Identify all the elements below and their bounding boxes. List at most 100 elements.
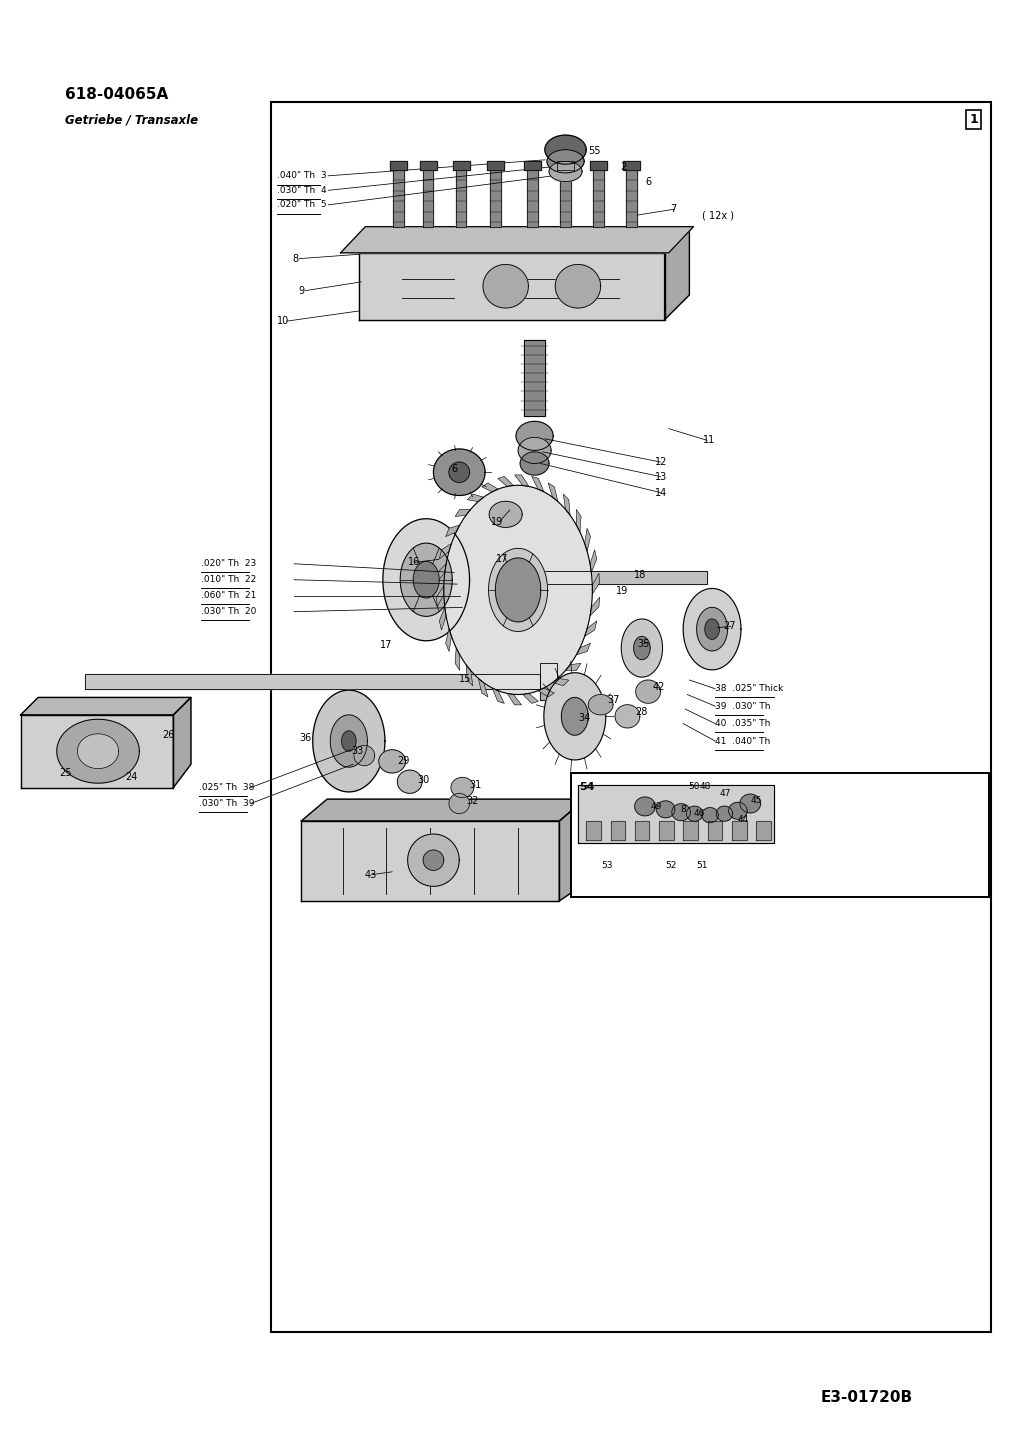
- Polygon shape: [379, 750, 406, 773]
- Polygon shape: [635, 798, 655, 815]
- Polygon shape: [446, 629, 452, 651]
- Text: 11: 11: [703, 436, 715, 445]
- Polygon shape: [584, 529, 590, 551]
- Polygon shape: [523, 693, 539, 703]
- Text: .020" Th  5: .020" Th 5: [277, 201, 326, 209]
- Polygon shape: [705, 619, 719, 639]
- Polygon shape: [440, 543, 452, 559]
- Polygon shape: [560, 166, 571, 227]
- Text: 45: 45: [750, 796, 762, 805]
- Polygon shape: [77, 734, 119, 769]
- Text: 32: 32: [466, 796, 479, 805]
- Polygon shape: [354, 745, 375, 766]
- Text: 30: 30: [417, 776, 429, 785]
- Text: 24: 24: [125, 773, 137, 782]
- Polygon shape: [455, 648, 460, 670]
- Polygon shape: [538, 687, 554, 697]
- Text: 34: 34: [578, 713, 590, 722]
- Text: 37: 37: [607, 696, 619, 705]
- Polygon shape: [611, 821, 625, 840]
- Polygon shape: [683, 821, 698, 840]
- Polygon shape: [527, 166, 538, 227]
- Text: 51: 51: [697, 862, 708, 870]
- Polygon shape: [85, 674, 540, 689]
- Text: 19: 19: [491, 517, 504, 526]
- Polygon shape: [466, 664, 473, 686]
- Text: .030" Th  4: .030" Th 4: [277, 186, 326, 195]
- Text: 36: 36: [299, 734, 312, 742]
- Text: .030" Th  39: .030" Th 39: [199, 799, 255, 808]
- Polygon shape: [492, 687, 505, 703]
- Polygon shape: [548, 482, 558, 501]
- Text: 49: 49: [650, 802, 662, 811]
- Polygon shape: [549, 161, 582, 182]
- Polygon shape: [635, 821, 649, 840]
- Text: 27: 27: [723, 622, 736, 631]
- Text: 8: 8: [680, 805, 686, 814]
- Text: 31: 31: [470, 780, 482, 789]
- Polygon shape: [423, 166, 433, 227]
- Polygon shape: [659, 821, 674, 840]
- Text: 7: 7: [670, 205, 676, 214]
- Polygon shape: [420, 161, 437, 170]
- Polygon shape: [455, 510, 471, 517]
- Polygon shape: [593, 166, 604, 227]
- Text: 39  .030" Th: 39 .030" Th: [715, 702, 771, 711]
- Polygon shape: [557, 161, 574, 170]
- Text: 2: 2: [620, 163, 626, 171]
- Polygon shape: [400, 543, 452, 616]
- Polygon shape: [173, 697, 191, 788]
- Text: 15: 15: [459, 674, 472, 683]
- Text: .010" Th  22: .010" Th 22: [201, 575, 257, 584]
- Polygon shape: [683, 588, 741, 670]
- Text: 1: 1: [970, 113, 978, 126]
- Text: .020" Th  23: .020" Th 23: [201, 559, 257, 568]
- Polygon shape: [488, 548, 548, 632]
- Polygon shape: [21, 715, 173, 788]
- Text: .060" Th  21: .060" Th 21: [201, 591, 257, 600]
- Polygon shape: [342, 731, 356, 751]
- Polygon shape: [21, 697, 191, 715]
- Polygon shape: [423, 850, 444, 870]
- Text: 28: 28: [636, 708, 648, 716]
- Polygon shape: [489, 501, 522, 527]
- Polygon shape: [590, 597, 600, 616]
- Text: 618-04065A: 618-04065A: [65, 87, 168, 102]
- Bar: [571, 773, 989, 897]
- Polygon shape: [740, 795, 761, 812]
- Polygon shape: [516, 421, 553, 450]
- Text: .025" Th  38: .025" Th 38: [199, 783, 255, 792]
- Text: 8: 8: [292, 254, 298, 263]
- Polygon shape: [708, 821, 722, 840]
- Polygon shape: [313, 690, 385, 792]
- Polygon shape: [686, 806, 703, 821]
- Polygon shape: [456, 166, 466, 227]
- Text: 52: 52: [666, 862, 677, 870]
- Polygon shape: [531, 477, 544, 493]
- Text: 44: 44: [738, 815, 749, 824]
- Polygon shape: [341, 227, 694, 253]
- Text: 53: 53: [602, 862, 613, 870]
- Polygon shape: [390, 161, 407, 170]
- Polygon shape: [449, 462, 470, 482]
- Polygon shape: [588, 695, 613, 715]
- Polygon shape: [449, 793, 470, 814]
- Polygon shape: [437, 586, 444, 607]
- Text: 48: 48: [700, 782, 711, 790]
- Polygon shape: [626, 166, 637, 227]
- Polygon shape: [495, 558, 541, 622]
- Polygon shape: [702, 808, 718, 822]
- Polygon shape: [634, 636, 650, 660]
- Polygon shape: [621, 619, 663, 677]
- Polygon shape: [482, 482, 498, 493]
- Polygon shape: [408, 834, 459, 886]
- Text: 35: 35: [638, 639, 650, 648]
- Polygon shape: [576, 510, 581, 532]
- Polygon shape: [665, 228, 689, 320]
- Polygon shape: [515, 475, 529, 487]
- Polygon shape: [729, 802, 747, 819]
- Text: 17: 17: [380, 641, 392, 649]
- Polygon shape: [732, 821, 746, 840]
- Polygon shape: [507, 693, 521, 705]
- Polygon shape: [566, 663, 581, 670]
